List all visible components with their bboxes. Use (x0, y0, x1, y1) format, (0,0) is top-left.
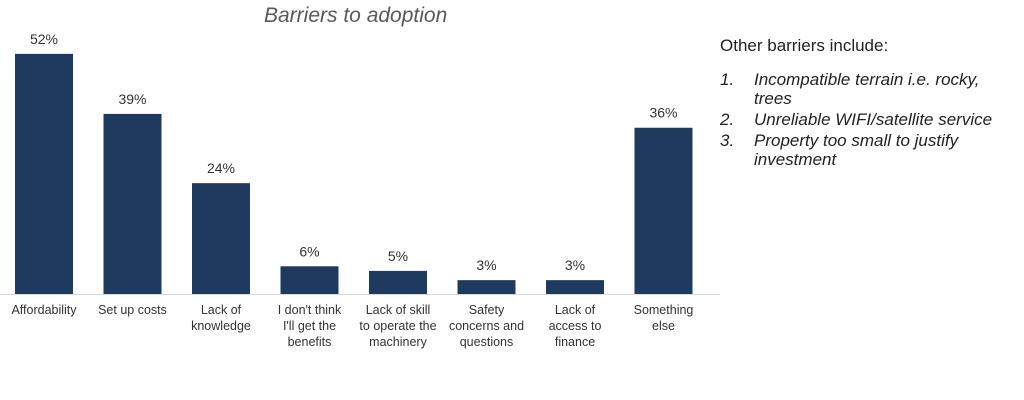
bar (546, 280, 604, 294)
bar-value-label: 3% (476, 257, 496, 273)
bar (634, 127, 693, 294)
barrier-text: Unreliable WIFI/satellite service (754, 110, 993, 129)
category-label: Lack of skill to operate the machinery (359, 303, 436, 349)
bar (192, 183, 250, 294)
barrier-number: 1. (720, 70, 735, 89)
bar-value-label: 36% (649, 105, 677, 121)
bar (15, 53, 73, 294)
chart-title: Barriers to adoption (264, 4, 448, 27)
bar-value-label: 24% (207, 160, 235, 176)
bar (103, 113, 162, 295)
bar (457, 280, 516, 294)
category-label: Set up costs (98, 303, 167, 317)
bar-value-label: 3% (565, 257, 585, 273)
bar (369, 270, 427, 294)
bar-value-label: 39% (118, 91, 146, 107)
other-barriers-heading: Other barriers include: (720, 36, 889, 55)
barrier-item: 3. Property too small to justify investm… (720, 131, 1020, 169)
other-barriers-panel: Other barriers include: 1. Incompatible … (720, 36, 1020, 171)
category-label: Affordability (11, 303, 77, 317)
category-label: Safety concerns and questions (449, 303, 524, 349)
category-label: Something else (634, 303, 694, 333)
category-label: Lack of knowledge (191, 303, 251, 333)
bar-value-label: 52% (30, 31, 58, 47)
bar-chart: 52% Affordability 39% Set up costs 24% Lack o… (0, 31, 720, 349)
bar (280, 266, 339, 294)
bar-value-label: 6% (299, 243, 319, 259)
category-label: I don't think I'll get the benefits (278, 303, 342, 349)
category-label: Lack of access to finance (549, 303, 602, 349)
barrier-item: 2. Unreliable WIFI/satellite service (720, 110, 1020, 129)
barrier-item: 1. Incompatible terrain i.e. rocky, tree… (720, 70, 1020, 108)
barrier-number: 3. (720, 131, 735, 150)
other-barriers-list: 1. Incompatible terrain i.e. rocky, tree… (720, 70, 1020, 169)
barrier-text: Property too small to justify investment (754, 131, 959, 169)
barrier-text: Incompatible terrain i.e. rocky, trees (754, 70, 980, 108)
barrier-number: 2. (720, 110, 735, 129)
bar-value-label: 5% (388, 248, 408, 264)
